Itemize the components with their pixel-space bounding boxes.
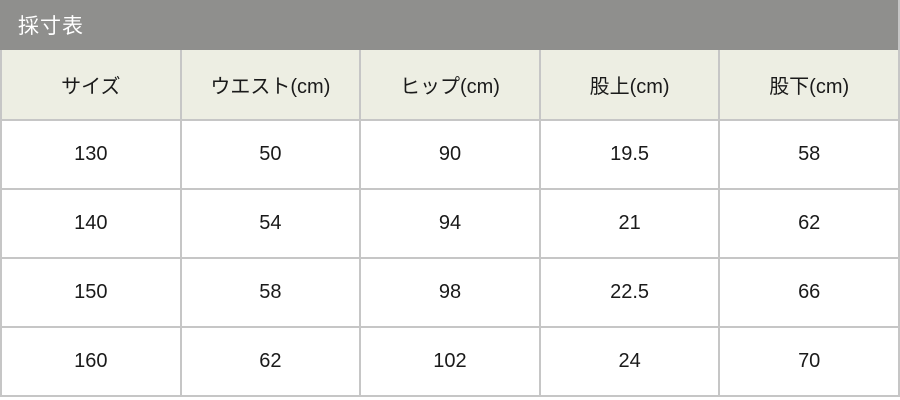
chart-title: 採寸表 (18, 15, 84, 38)
cell-size: 130 (0, 119, 182, 190)
header-row: サイズ ウエスト(cm) ヒップ(cm) 股上(cm) 股下(cm) (0, 50, 900, 121)
cell-inseam: 62 (718, 188, 900, 259)
column-header-size: サイズ (0, 50, 182, 121)
chart-title-bar: 採寸表 (0, 0, 900, 50)
column-header-rise: 股上(cm) (538, 50, 721, 121)
cell-size: 160 (0, 326, 182, 397)
cell-waist: 50 (179, 119, 362, 190)
cell-rise: 24 (538, 326, 721, 397)
cell-inseam: 66 (718, 257, 900, 328)
table-row: 160 62 102 24 70 (0, 326, 900, 397)
table-row: 130 50 90 19.5 58 (0, 119, 900, 190)
cell-rise: 22.5 (538, 257, 721, 328)
cell-hip: 102 (359, 326, 541, 397)
cell-waist: 62 (179, 326, 362, 397)
cell-inseam: 70 (718, 326, 900, 397)
column-header-hip: ヒップ(cm) (359, 50, 541, 121)
size-table-header: サイズ ウエスト(cm) ヒップ(cm) 股上(cm) 股下(cm) (0, 50, 900, 121)
column-header-waist: ウエスト(cm) (179, 50, 362, 121)
cell-inseam: 58 (718, 119, 900, 190)
column-header-inseam: 股下(cm) (718, 50, 900, 121)
cell-hip: 90 (359, 119, 541, 190)
cell-waist: 58 (179, 257, 362, 328)
cell-hip: 98 (359, 257, 541, 328)
table-row: 150 58 98 22.5 66 (0, 257, 900, 328)
cell-size: 150 (0, 257, 182, 328)
size-table: サイズ ウエスト(cm) ヒップ(cm) 股上(cm) 股下(cm) 130 5… (0, 50, 900, 397)
cell-size: 140 (0, 188, 182, 259)
size-table-body: 130 50 90 19.5 58 140 54 94 21 62 150 58… (0, 119, 900, 397)
table-row: 140 54 94 21 62 (0, 188, 900, 259)
cell-hip: 94 (359, 188, 541, 259)
cell-rise: 19.5 (538, 119, 721, 190)
cell-rise: 21 (538, 188, 721, 259)
cell-waist: 54 (179, 188, 362, 259)
